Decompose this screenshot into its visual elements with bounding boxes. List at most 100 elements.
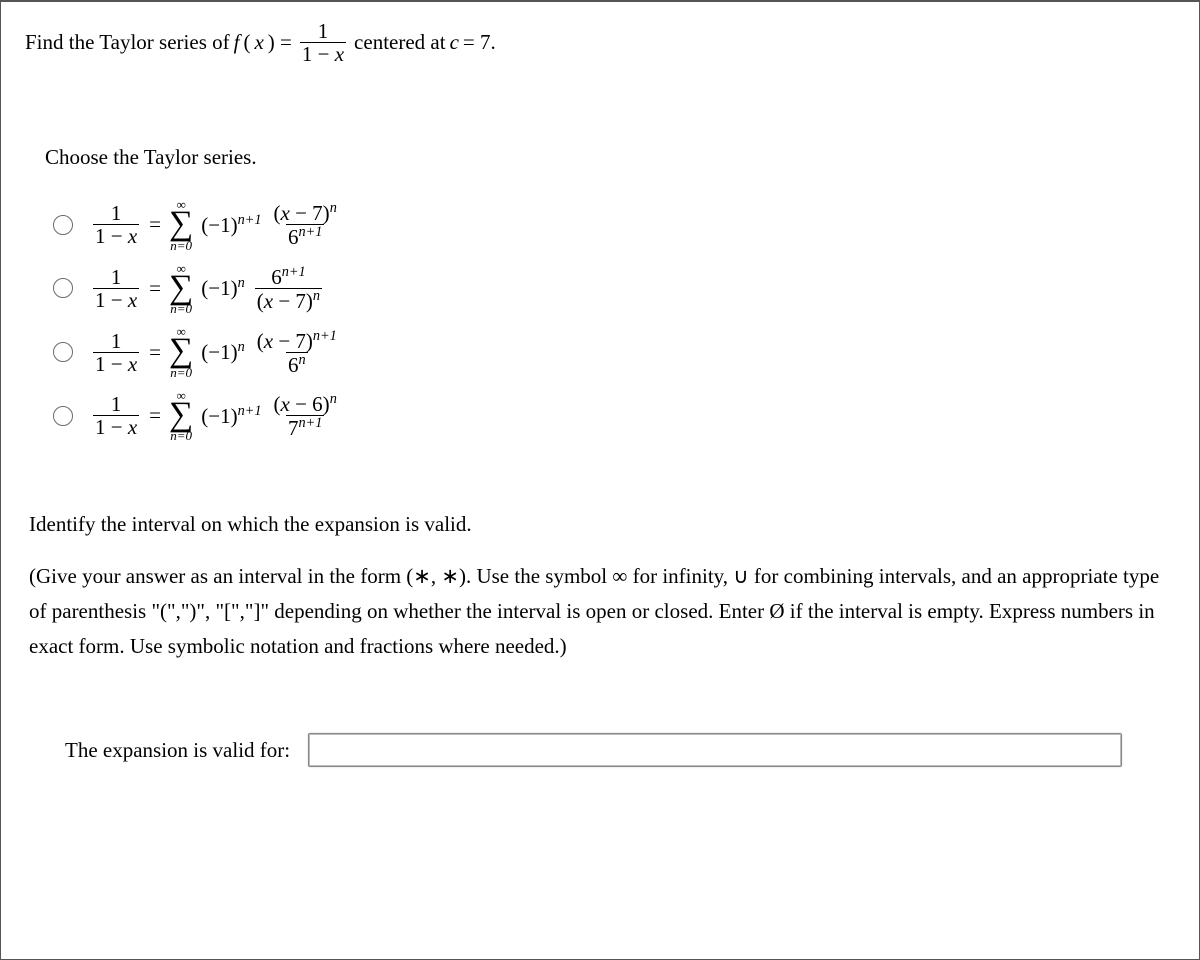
term-num: (x − 6)n	[272, 392, 339, 415]
num-l: (	[274, 201, 281, 225]
option-4[interactable]: 1 1 − x = ∞ ∑ n=0 (−1)n+1 (x − 6)n 7n+1	[53, 389, 1175, 443]
option-2[interactable]: 1 1 − x = ∞ ∑ n=0 (−1)n 6n+1 (x − 7)n	[53, 262, 1175, 316]
lhs-num: 1	[109, 202, 124, 224]
centered-text: centered at	[354, 30, 446, 55]
num-exp: n	[330, 200, 337, 216]
term-num: 6n+1	[269, 265, 307, 288]
options-group: 1 1 − x = ∞ ∑ n=0 (−1)n+1 (x − 7)n 6n+1	[53, 198, 1175, 442]
term-frac: 6n+1 (x − 7)n	[255, 265, 322, 312]
radio-icon[interactable]	[53, 215, 73, 235]
sigma-symbol: ∑	[169, 273, 193, 304]
den-base: 7	[288, 416, 299, 440]
coef: (−1)n+1	[201, 212, 261, 238]
den-l: (	[257, 289, 264, 313]
sigma-symbol: ∑	[169, 209, 193, 240]
lhs-den-var: x	[128, 415, 137, 439]
coef-base: (−1)	[201, 404, 237, 428]
lhs-frac: 1 1 − x	[93, 393, 139, 438]
coef: (−1)n	[201, 275, 244, 301]
num-mid: − 7)	[290, 201, 330, 225]
lhs-den: 1 − x	[93, 415, 139, 438]
eq-sign: =	[149, 403, 161, 428]
option-4-formula: 1 1 − x = ∞ ∑ n=0 (−1)n+1 (x − 6)n 7n+1	[89, 389, 343, 443]
sigma-bottom: n=0	[170, 429, 192, 442]
lhs-frac: 1 1 − x	[93, 202, 139, 247]
option-1[interactable]: 1 1 − x = ∞ ∑ n=0 (−1)n+1 (x − 7)n 6n+1	[53, 198, 1175, 252]
option-1-formula: 1 1 − x = ∞ ∑ n=0 (−1)n+1 (x − 7)n 6n+1	[89, 198, 343, 252]
num-exp: n+1	[282, 264, 306, 280]
eq-sign: =	[149, 212, 161, 237]
lhs-frac: 1 1 − x	[93, 330, 139, 375]
lhs-num: 1	[109, 393, 124, 415]
den-mid: − 7)	[273, 289, 313, 313]
coef-base: (−1)	[201, 213, 237, 237]
identify-label: Identify the interval on which the expan…	[29, 512, 1175, 537]
lhs-num: 1	[109, 266, 124, 288]
question-page: Find the Taylor series of f(x) = 1 1 − x…	[0, 0, 1200, 960]
interval-input[interactable]	[308, 733, 1122, 767]
lhs-frac: 1 1 − x	[93, 266, 139, 311]
num-mid: − 6)	[290, 392, 330, 416]
option-3[interactable]: 1 1 − x = ∞ ∑ n=0 (−1)n (x − 7)n+1 6n	[53, 325, 1175, 379]
f-label: f	[234, 30, 240, 55]
den-base: 6	[288, 353, 299, 377]
coef: (−1)n	[201, 339, 244, 365]
term-num: (x − 7)n+1	[255, 329, 339, 352]
c-var: c	[450, 30, 459, 55]
answer-row: The expansion is valid for:	[65, 733, 1175, 767]
sigma-symbol: ∑	[169, 400, 193, 431]
frac-num: 1	[316, 20, 331, 42]
coef-base: (−1)	[201, 340, 237, 364]
den-left: 1 −	[302, 42, 335, 66]
den-var: x	[335, 42, 344, 66]
lhs-den: 1 − x	[93, 288, 139, 311]
frac-den: 1 − x	[300, 42, 346, 65]
sigma: ∞ ∑ n=0	[169, 389, 193, 443]
eq-sign: =	[149, 276, 161, 301]
den-exp: n+1	[298, 224, 322, 240]
option-3-formula: 1 1 − x = ∞ ∑ n=0 (−1)n (x − 7)n+1 6n	[89, 325, 343, 379]
lhs-den-left: 1 −	[95, 352, 128, 376]
den-var: x	[264, 289, 273, 313]
eq-sign: =	[149, 340, 161, 365]
sigma-symbol: ∑	[169, 336, 193, 367]
radio-icon[interactable]	[53, 406, 73, 426]
lhs-den-left: 1 −	[95, 288, 128, 312]
instructions-text: (Give your answer as an interval in the …	[29, 559, 1169, 663]
lhs-den-var: x	[128, 352, 137, 376]
radio-icon[interactable]	[53, 278, 73, 298]
question-prefix: Find the Taylor series of	[25, 30, 230, 55]
sigma: ∞ ∑ n=0	[169, 198, 193, 252]
term-den: 6n+1	[286, 224, 324, 248]
den-base: 6	[288, 225, 299, 249]
num-base: 6	[271, 265, 282, 289]
num-exp: n+1	[313, 328, 337, 344]
term-frac: (x − 7)n 6n+1	[272, 201, 339, 248]
term-num: (x − 7)n	[272, 201, 339, 224]
paren-close-eq: ) =	[268, 30, 292, 55]
sigma-bottom: n=0	[170, 239, 192, 252]
term-frac: (x − 6)n 7n+1	[272, 392, 339, 439]
lhs-num: 1	[109, 330, 124, 352]
lhs-den: 1 − x	[93, 352, 139, 375]
coef-exp: n+1	[238, 403, 262, 419]
num-l: (	[257, 329, 264, 353]
sigma-bottom: n=0	[170, 302, 192, 315]
coef-exp: n	[238, 339, 245, 355]
term-den: 7n+1	[286, 415, 324, 439]
term-frac: (x − 7)n+1 6n	[255, 329, 339, 376]
num-mid: − 7)	[273, 329, 313, 353]
option-2-formula: 1 1 − x = ∞ ∑ n=0 (−1)n 6n+1 (x − 7)n	[89, 262, 326, 316]
coef-base: (−1)	[201, 276, 237, 300]
radio-icon[interactable]	[53, 342, 73, 362]
sigma: ∞ ∑ n=0	[169, 262, 193, 316]
den-exp: n	[298, 352, 305, 368]
term-den: (x − 7)n	[255, 288, 322, 312]
choose-label: Choose the Taylor series.	[45, 145, 1175, 170]
lhs-den-var: x	[128, 224, 137, 248]
x-var: x	[254, 30, 263, 55]
question-line: Find the Taylor series of f(x) = 1 1 − x…	[25, 20, 1175, 65]
num-var: x	[281, 392, 290, 416]
lhs-den: 1 − x	[93, 224, 139, 247]
coef: (−1)n+1	[201, 403, 261, 429]
